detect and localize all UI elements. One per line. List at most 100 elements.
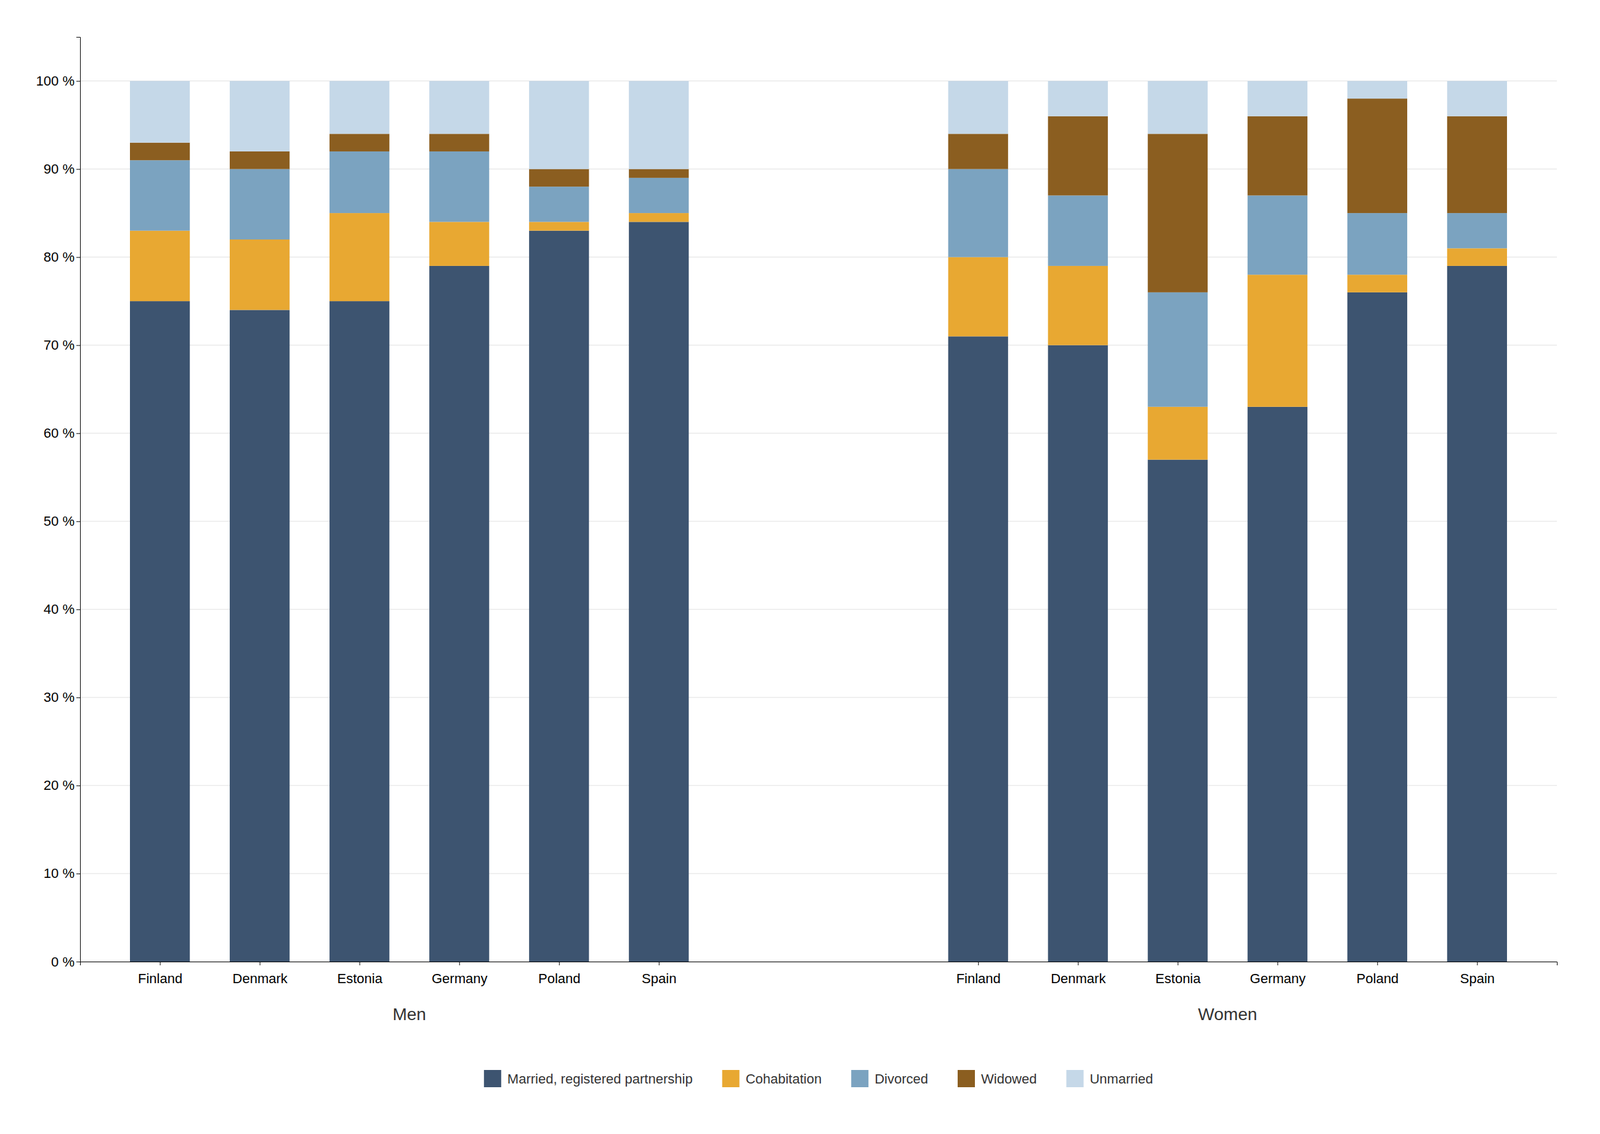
x-tick: Poland	[1356, 961, 1400, 987]
bar-segment	[329, 213, 390, 302]
y-tick-mark	[76, 961, 81, 963]
x-tick: Estonia	[1155, 961, 1201, 987]
x-tick: Finland	[137, 961, 183, 987]
y-tick-label: 60 %	[43, 425, 75, 441]
bar-segment	[1447, 81, 1508, 117]
x-tick-label: Germany	[1250, 971, 1306, 987]
y-tick: 80 %	[43, 249, 81, 265]
series	[129, 81, 1508, 170]
group-labels: MenWomen	[392, 1005, 1257, 1025]
x-tick: Denmark	[1050, 961, 1107, 987]
legend-label: Unmarried	[1089, 1071, 1153, 1087]
y-tick-mark	[76, 609, 81, 611]
bar-segment	[429, 81, 489, 135]
x-tick: Spain	[641, 961, 677, 987]
grid-line	[80, 609, 1557, 610]
bar-segment	[229, 239, 290, 310]
x-tick-label: Spain	[1460, 971, 1495, 987]
y-tick-label: 50 %	[43, 513, 75, 530]
bar-segment	[1147, 460, 1208, 962]
y-tick-label: 100 %	[36, 73, 75, 89]
bar-segment	[1347, 213, 1408, 275]
bar-segment	[1347, 292, 1408, 962]
y-tick: 70 %	[43, 337, 81, 353]
bar-segment	[1147, 81, 1208, 135]
group-label: Women	[1197, 1005, 1257, 1025]
bar-segment	[1447, 213, 1508, 249]
bar-segment	[129, 301, 190, 962]
legend-item: Married, registered partnership	[484, 1070, 693, 1088]
bar-segment	[1147, 407, 1208, 461]
y-tick: 10 %	[43, 865, 81, 882]
x-tick: Denmark	[232, 961, 289, 987]
bar-segment	[529, 221, 589, 231]
bar-segment	[329, 151, 390, 214]
legend-label: Married, registered partnership	[507, 1071, 693, 1087]
bar-segment	[1247, 195, 1308, 275]
y-tick: 40 %	[43, 601, 81, 618]
x-tick-label: Denmark	[1050, 971, 1107, 987]
y-tick-mark	[76, 785, 81, 787]
y-tick: 50 %	[43, 513, 81, 530]
legend-item: Cohabitation	[722, 1070, 823, 1088]
y-tick: 20 %	[43, 777, 81, 794]
x-tick-label: Denmark	[232, 971, 289, 987]
x-tick-label: Spain	[641, 971, 677, 987]
legend-swatch	[484, 1070, 502, 1088]
bar-segment	[628, 213, 689, 222]
x-tick: Finland	[956, 961, 1001, 987]
bar-segment	[229, 169, 290, 240]
x-tick-mark	[1077, 961, 1079, 966]
y-tick: 60 %	[43, 425, 81, 441]
bar-segment	[529, 81, 589, 170]
legend-item: Widowed	[957, 1070, 1037, 1088]
grid-line	[80, 256, 1557, 258]
bar-segment	[429, 266, 489, 962]
y-tick-label: 40 %	[43, 601, 75, 618]
bar-segment	[628, 177, 689, 214]
bar-segment	[1347, 81, 1408, 100]
bars	[129, 81, 1508, 962]
x-tick-label: Germany	[431, 971, 488, 987]
y-tick-label: 10 %	[43, 865, 75, 882]
series	[129, 221, 1508, 962]
y-tick-mark	[76, 873, 81, 875]
x-tick-mark	[259, 961, 261, 966]
grid-line	[80, 80, 1557, 82]
bar-segment	[628, 81, 689, 170]
x-tick-mark	[1476, 961, 1478, 966]
bar-segment	[429, 151, 489, 222]
grid-line	[80, 168, 1557, 170]
bar-segment	[529, 186, 589, 222]
x-tick-mark	[559, 961, 560, 966]
x-tick: Germany	[1250, 961, 1306, 987]
x-tick-mark	[1177, 961, 1179, 966]
bar-segment	[129, 160, 190, 231]
y-tick: 0 %	[51, 954, 81, 970]
bar-segment	[1048, 116, 1108, 196]
x-tick-label: Poland	[1356, 971, 1400, 987]
x-tick-mark	[459, 961, 461, 966]
legend-swatch	[957, 1070, 975, 1088]
bar-segment	[1347, 274, 1408, 293]
y-tick-mark	[76, 169, 81, 170]
grid-line	[80, 521, 1557, 522]
bar-segment	[1247, 81, 1308, 117]
x-tick-mark	[160, 961, 161, 966]
y-tick-mark	[76, 257, 81, 259]
legend-label: Divorced	[874, 1071, 929, 1087]
legend-label: Cohabitation	[745, 1071, 823, 1087]
bar-segment	[1048, 81, 1108, 117]
legend-item: Divorced	[851, 1070, 929, 1088]
bar-segment	[329, 133, 390, 152]
bar-segment	[1147, 133, 1208, 292]
bar-segment	[1447, 248, 1508, 267]
x-axis-line	[80, 962, 1558, 967]
legend-label: Widowed	[981, 1071, 1037, 1087]
bar-segment	[1048, 266, 1108, 346]
bar-segment	[129, 142, 190, 161]
y-tick-mark	[76, 345, 81, 347]
y-tick: 90 %	[43, 161, 81, 177]
bar-segment	[329, 81, 390, 135]
legend-item: Unmarried	[1066, 1070, 1153, 1088]
